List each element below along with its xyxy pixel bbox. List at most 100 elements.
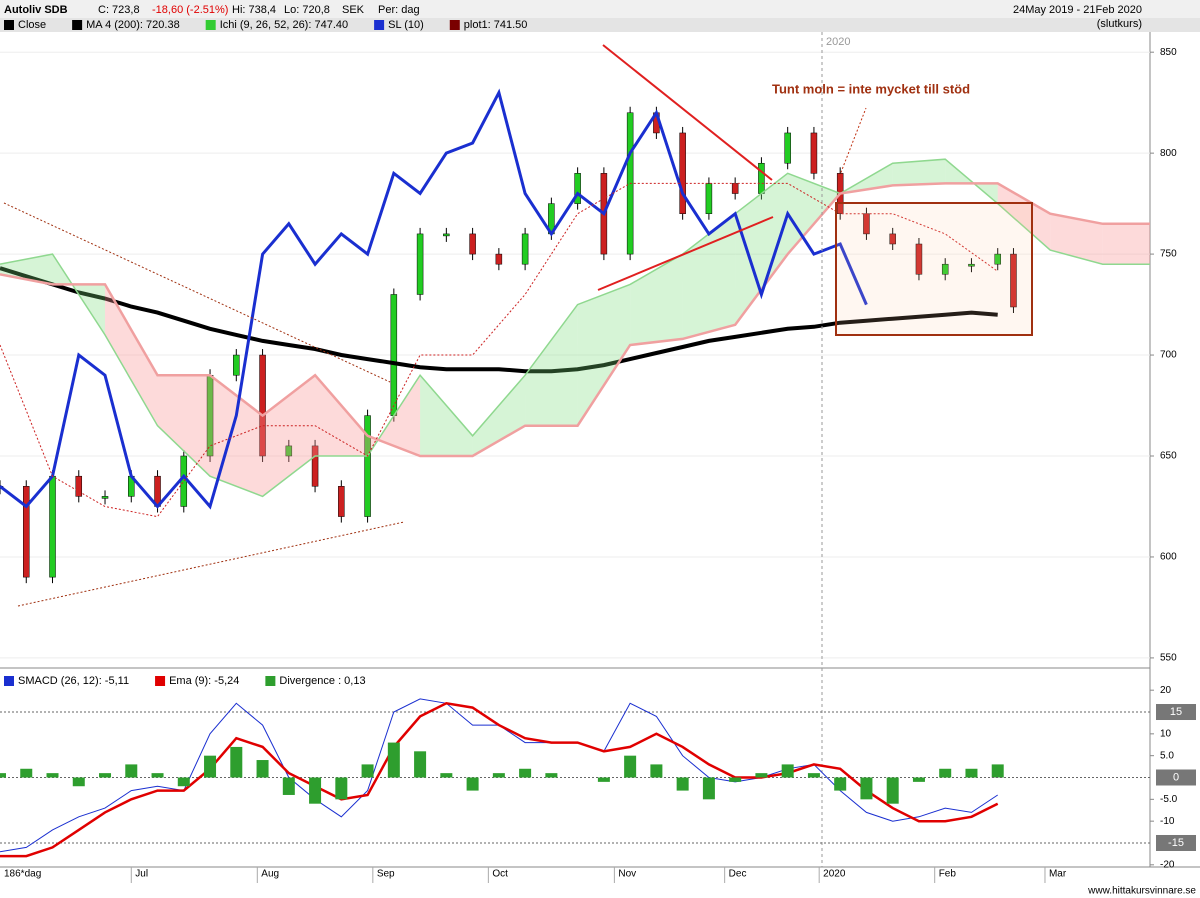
histogram-bar <box>755 773 768 778</box>
candle <box>443 233 450 237</box>
histogram-bar <box>361 764 374 778</box>
y-tick-label: 800 <box>1160 148 1177 159</box>
candle <box>941 263 949 275</box>
x-tick-label: 2020 <box>823 869 846 880</box>
trendline <box>602 44 773 181</box>
period: Per: dag <box>378 4 420 16</box>
legend-bar <box>0 18 1200 32</box>
histogram-bar <box>414 751 427 778</box>
candle <box>495 253 503 265</box>
y-tick-label: 850 <box>1160 47 1177 58</box>
axis-bg <box>1150 32 1200 868</box>
histogram-bar <box>230 746 243 778</box>
candle <box>968 263 975 267</box>
histogram-bar <box>807 773 820 778</box>
trendline <box>17 521 405 607</box>
cloud-span-a <box>0 158 1150 498</box>
histogram-bar <box>309 777 322 804</box>
candle <box>889 233 896 245</box>
cloud <box>997 183 1051 251</box>
legend-label: plot1: 741.50 <box>464 19 528 31</box>
y-tick-label: 550 <box>1160 653 1177 664</box>
legend-label: SL (10) <box>388 19 424 31</box>
cloud <box>1050 213 1103 265</box>
histogram-bar <box>440 773 453 778</box>
histogram-bar <box>151 773 164 778</box>
legend-label: SMACD (26, 12): -5,11 <box>18 675 129 687</box>
title: Autoliv SDB <box>4 4 68 16</box>
candle <box>758 162 765 194</box>
legend-swatch <box>449 20 460 30</box>
histogram-bar <box>912 777 925 782</box>
level-label: -15 <box>1168 837 1184 849</box>
histogram-bar <box>834 777 847 791</box>
histogram-bar <box>729 777 742 782</box>
x-tick-label: Jul <box>135 869 148 880</box>
histogram-bar <box>781 764 794 778</box>
legend-label: Ichi (9, 26, 52, 26): 747.40 <box>220 19 348 31</box>
candle <box>915 243 923 275</box>
candle <box>233 354 240 376</box>
candle <box>994 253 1001 265</box>
y-tick-label: -20 <box>1160 859 1175 870</box>
candle <box>311 445 319 487</box>
histogram-bar <box>125 764 138 778</box>
x-tick-label: Aug <box>261 869 279 880</box>
x-tick-label: Sep <box>377 869 395 880</box>
low: Lo: 720,8 <box>284 4 330 16</box>
histogram-bar <box>702 777 715 800</box>
cloud <box>157 375 211 477</box>
candle <box>416 233 424 295</box>
series-line <box>0 88 868 510</box>
histogram-bar <box>650 764 663 778</box>
days-label: 186*dag <box>4 869 41 880</box>
cloud <box>472 375 526 456</box>
change: -18,60 (-2.51%) <box>152 4 228 16</box>
trendlines <box>3 32 1033 867</box>
histogram-bar <box>597 777 610 782</box>
series-line <box>0 182 998 518</box>
cloud <box>735 173 788 325</box>
header-bar <box>0 0 1200 18</box>
candle <box>338 486 345 517</box>
histogram-bar <box>676 777 689 791</box>
x-tick-label: Dec <box>729 869 747 880</box>
candle <box>101 496 109 499</box>
candle <box>679 132 686 214</box>
footer: www.hittakursvinnare.se <box>1087 886 1196 897</box>
y-tick-label: 600 <box>1160 552 1177 563</box>
x-tick-label: Mar <box>1049 869 1067 880</box>
candle <box>180 455 188 507</box>
candle <box>75 475 83 497</box>
y-tick-label: -10 <box>1160 816 1175 827</box>
histogram-bar <box>492 773 505 778</box>
candle <box>23 486 30 578</box>
x-tick-label: Nov <box>618 869 636 880</box>
histogram-bar <box>886 777 899 804</box>
candle <box>1010 253 1017 308</box>
cloud <box>1102 223 1150 265</box>
histogram-bar <box>387 742 400 778</box>
histogram-bar <box>545 773 558 778</box>
candle <box>521 233 529 265</box>
currency: SEK <box>342 4 365 16</box>
legend-swatch <box>72 20 83 30</box>
trendline <box>837 107 867 181</box>
y-tick-label: 650 <box>1160 451 1177 462</box>
y-tick-label: 5.0 <box>1160 750 1174 761</box>
histogram-bar <box>939 768 952 778</box>
cloud <box>420 375 473 456</box>
close: C: 723,8 <box>98 4 140 16</box>
histogram-bar <box>204 755 217 778</box>
level-label: 15 <box>1170 706 1182 718</box>
y-tick-label: 750 <box>1160 249 1177 260</box>
year-marker: 2020 <box>826 36 850 48</box>
histogram-bar <box>99 773 112 778</box>
level-box <box>1156 834 1196 851</box>
macd-legend-bg <box>0 670 1150 690</box>
histogram-bar <box>46 773 59 778</box>
legend-swatch <box>265 676 276 686</box>
histogram-bar <box>519 768 532 778</box>
